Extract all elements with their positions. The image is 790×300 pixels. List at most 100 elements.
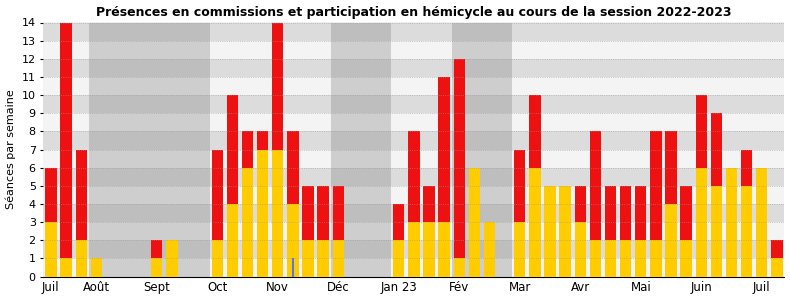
Bar <box>151 240 163 277</box>
Bar <box>574 222 586 277</box>
Bar <box>88 22 149 277</box>
Bar <box>741 186 752 277</box>
Bar <box>91 258 102 277</box>
Bar <box>45 168 57 277</box>
Bar <box>227 204 238 277</box>
Bar <box>574 186 586 277</box>
Bar <box>453 258 465 277</box>
Bar <box>544 186 555 277</box>
Bar <box>559 186 571 277</box>
Bar <box>288 204 299 277</box>
Bar <box>166 240 178 277</box>
Bar <box>43 131 784 149</box>
Bar <box>288 131 299 277</box>
Bar <box>438 77 450 277</box>
Bar <box>423 186 434 277</box>
Bar <box>483 222 495 277</box>
Bar <box>408 222 419 277</box>
Bar <box>423 222 434 277</box>
Bar <box>45 222 57 277</box>
Bar <box>665 204 677 277</box>
Bar <box>43 59 784 77</box>
Bar <box>741 149 752 277</box>
Bar <box>272 22 284 277</box>
Bar <box>635 240 646 277</box>
Bar <box>43 77 784 95</box>
Title: Présences en commissions et participation en hémicycle au cours de la session 20: Présences en commissions et participatio… <box>96 6 732 19</box>
Bar <box>43 204 784 222</box>
Bar <box>771 240 783 277</box>
Bar <box>272 149 284 277</box>
Bar <box>620 240 631 277</box>
Bar <box>151 258 163 277</box>
Bar <box>468 168 480 277</box>
Bar <box>635 186 646 277</box>
Bar <box>680 186 692 277</box>
Bar <box>257 131 269 277</box>
Bar <box>393 240 404 277</box>
Bar <box>43 149 784 168</box>
Bar <box>620 186 631 277</box>
Bar <box>43 40 784 59</box>
Bar <box>76 240 87 277</box>
Bar <box>452 22 512 277</box>
Bar <box>468 168 480 277</box>
Bar <box>43 222 784 240</box>
Bar <box>514 222 525 277</box>
Bar <box>695 95 707 277</box>
Bar <box>680 240 692 277</box>
Bar <box>43 113 784 131</box>
Bar <box>544 186 555 277</box>
Bar <box>333 186 344 277</box>
Bar <box>408 131 419 277</box>
Bar <box>242 168 254 277</box>
Bar <box>166 258 178 277</box>
Bar <box>605 240 616 277</box>
Y-axis label: Séances par semaine: Séances par semaine <box>6 90 16 209</box>
Bar <box>318 186 329 277</box>
Bar <box>318 240 329 277</box>
Bar <box>529 95 540 277</box>
Bar <box>650 240 661 277</box>
Bar <box>695 168 707 277</box>
Bar <box>756 168 767 277</box>
Bar <box>589 240 601 277</box>
Bar <box>60 258 72 277</box>
Bar <box>331 22 391 277</box>
Bar <box>43 240 784 258</box>
Bar <box>212 149 223 277</box>
Bar <box>257 149 269 277</box>
Bar <box>43 95 784 113</box>
Bar <box>711 186 722 277</box>
Bar <box>43 22 784 40</box>
Bar <box>333 240 344 277</box>
Bar <box>303 240 314 277</box>
Bar <box>393 204 404 277</box>
Bar <box>438 222 450 277</box>
Bar <box>60 22 72 277</box>
Bar <box>711 113 722 277</box>
Bar <box>303 186 314 277</box>
Bar <box>453 59 465 277</box>
Bar <box>605 186 616 277</box>
Bar <box>91 258 102 277</box>
Bar <box>227 95 238 277</box>
Bar <box>43 258 784 277</box>
Bar <box>756 168 767 277</box>
Bar <box>726 186 737 277</box>
Bar <box>149 22 209 277</box>
Bar <box>529 168 540 277</box>
Bar <box>559 186 571 277</box>
Bar <box>212 240 223 277</box>
Bar <box>650 131 661 277</box>
Bar <box>589 131 601 277</box>
Bar <box>514 149 525 277</box>
Bar <box>242 131 254 277</box>
Bar <box>43 168 784 186</box>
Bar <box>726 168 737 277</box>
Bar <box>483 222 495 277</box>
Bar <box>292 258 294 277</box>
Bar <box>771 258 783 277</box>
Bar <box>43 186 784 204</box>
Bar <box>76 149 87 277</box>
